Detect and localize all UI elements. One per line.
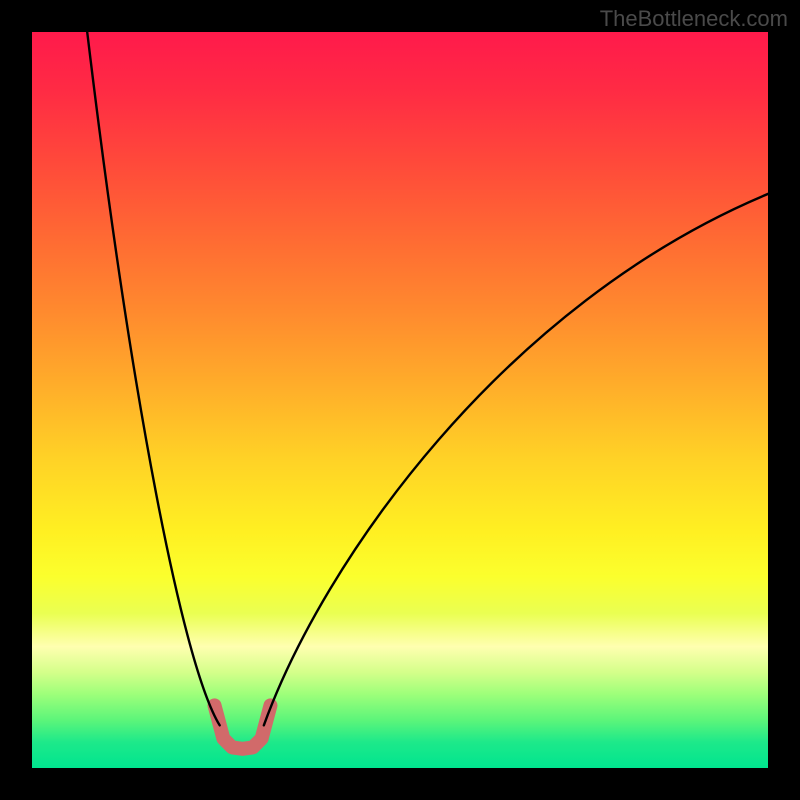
u-marker	[215, 705, 271, 748]
curve-left-branch	[87, 32, 219, 725]
curve-overlay	[32, 32, 768, 768]
watermark-text: TheBottleneck.com	[600, 6, 788, 32]
plot-area	[32, 32, 768, 768]
curve-right-branch	[264, 194, 768, 725]
